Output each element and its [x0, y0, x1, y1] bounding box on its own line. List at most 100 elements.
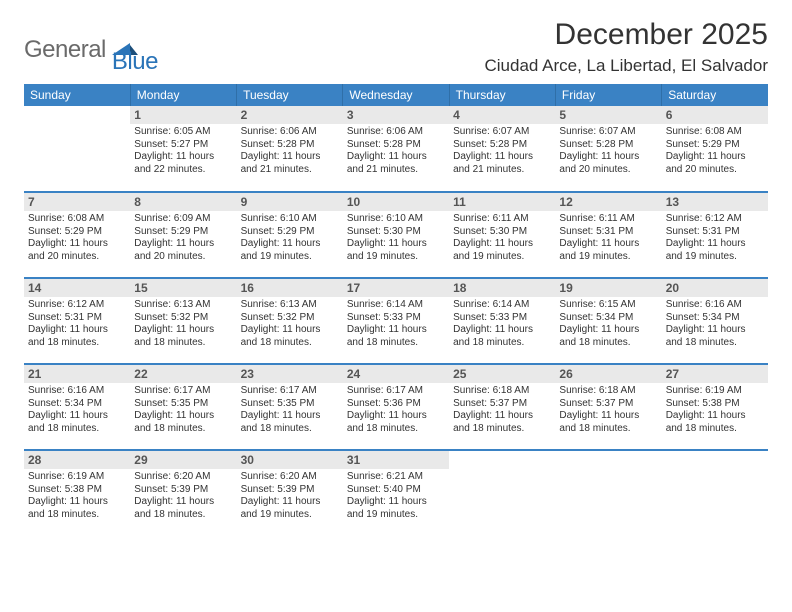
day-info: Sunrise: 6:19 AMSunset: 5:38 PMDaylight:…: [666, 385, 764, 435]
sunrise-line: Sunrise: 6:21 AM: [347, 471, 445, 484]
sunrise-line: Sunrise: 6:20 AM: [134, 471, 232, 484]
calendar-week-row: 7Sunrise: 6:08 AMSunset: 5:29 PMDaylight…: [24, 192, 768, 278]
day-info: Sunrise: 6:16 AMSunset: 5:34 PMDaylight:…: [666, 299, 764, 349]
day-number: 17: [343, 279, 449, 297]
sunset-line: Sunset: 5:31 PM: [559, 226, 657, 239]
day-number: 8: [130, 193, 236, 211]
daylight-line: Daylight: 11 hours and 22 minutes.: [134, 151, 232, 176]
sunrise-line: Sunrise: 6:18 AM: [453, 385, 551, 398]
calendar-day-cell: 7Sunrise: 6:08 AMSunset: 5:29 PMDaylight…: [24, 192, 130, 278]
day-number: 18: [449, 279, 555, 297]
calendar-week-row: 14Sunrise: 6:12 AMSunset: 5:31 PMDayligh…: [24, 278, 768, 364]
daylight-line: Daylight: 11 hours and 18 minutes.: [241, 324, 339, 349]
sunset-line: Sunset: 5:28 PM: [559, 139, 657, 152]
sunrise-line: Sunrise: 6:19 AM: [666, 385, 764, 398]
daylight-line: Daylight: 11 hours and 18 minutes.: [347, 324, 445, 349]
calendar-day-cell: 20 Sunrise: 6:16 AMSunset: 5:34 PMDayligh…: [662, 278, 768, 364]
sunset-line: Sunset: 5:28 PM: [241, 139, 339, 152]
daylight-line: Daylight: 11 hours and 18 minutes.: [559, 410, 657, 435]
sunrise-line: Sunrise: 6:08 AM: [666, 126, 764, 139]
day-number: 28: [24, 451, 130, 469]
sunrise-line: Sunrise: 6:17 AM: [241, 385, 339, 398]
sunset-line: Sunset: 5:33 PM: [347, 312, 445, 325]
sunrise-line: Sunrise: 6:11 AM: [453, 213, 551, 226]
day-number: 19: [555, 279, 661, 297]
sunrise-line: Sunrise: 6:05 AM: [134, 126, 232, 139]
weekday-tuesday: Tuesday: [237, 84, 343, 106]
calendar-day-cell: 26Sunrise: 6:18 AMSunset: 5:37 PMDayligh…: [555, 364, 661, 450]
brand-part1: General: [24, 36, 106, 64]
sunset-line: Sunset: 5:37 PM: [453, 398, 551, 411]
day-info: Sunrise: 6:06 AMSunset: 5:28 PMDaylight:…: [347, 126, 445, 176]
day-number: 6: [662, 106, 768, 124]
day-number: 29: [130, 451, 236, 469]
day-number: 9: [237, 193, 343, 211]
sunset-line: Sunset: 5:36 PM: [347, 398, 445, 411]
sunrise-line: Sunrise: 6:13 AM: [134, 299, 232, 312]
day-info: Sunrise: 6:09 AMSunset: 5:29 PMDaylight:…: [134, 213, 232, 263]
weekday-monday: Monday: [130, 84, 236, 106]
day-info: Sunrise: 6:20 AMSunset: 5:39 PMDaylight:…: [134, 471, 232, 521]
sunrise-line: Sunrise: 6:08 AM: [28, 213, 126, 226]
calendar-day-cell: 28Sunrise: 6:19 AMSunset: 5:38 PMDayligh…: [24, 450, 130, 536]
weekday-saturday: Saturday: [662, 84, 768, 106]
location-subtitle: Ciudad Arce, La Libertad, El Salvador: [484, 56, 768, 76]
month-title: December 2025: [484, 18, 768, 52]
calendar-day-cell: 10Sunrise: 6:10 AMSunset: 5:30 PMDayligh…: [343, 192, 449, 278]
daylight-line: Daylight: 11 hours and 19 minutes.: [241, 496, 339, 521]
day-number: 22: [130, 365, 236, 383]
weekday-friday: Friday: [555, 84, 661, 106]
weekday-thursday: Thursday: [449, 84, 555, 106]
calendar-day-cell: 17 Sunrise: 6:14 AMSunset: 5:33 PMDayligh…: [343, 278, 449, 364]
day-info: Sunrise: 6:14 AMSunset: 5:33 PMDaylight:…: [453, 299, 551, 349]
calendar-day-cell: 12Sunrise: 6:11 AMSunset: 5:31 PMDayligh…: [555, 192, 661, 278]
day-info: Sunrise: 6:16 AMSunset: 5:34 PMDaylight:…: [28, 385, 126, 435]
calendar-day-cell: 11Sunrise: 6:11 AMSunset: 5:30 PMDayligh…: [449, 192, 555, 278]
sunset-line: Sunset: 5:30 PM: [347, 226, 445, 239]
sunset-line: Sunset: 5:31 PM: [666, 226, 764, 239]
daylight-line: Daylight: 11 hours and 20 minutes.: [28, 238, 126, 263]
day-number: 24: [343, 365, 449, 383]
calendar-week-row: 21Sunrise: 6:16 AMSunset: 5:34 PMDayligh…: [24, 364, 768, 450]
sunrise-line: Sunrise: 6:14 AM: [347, 299, 445, 312]
sunrise-line: Sunrise: 6:16 AM: [28, 385, 126, 398]
day-number: 1: [130, 106, 236, 124]
day-number: 20: [662, 279, 768, 297]
sunset-line: Sunset: 5:35 PM: [241, 398, 339, 411]
brand-part2: Blue: [112, 48, 158, 76]
sunrise-line: Sunrise: 6:07 AM: [559, 126, 657, 139]
daylight-line: Daylight: 11 hours and 18 minutes.: [28, 496, 126, 521]
calendar-day-cell: [555, 450, 661, 536]
day-info: Sunrise: 6:21 AMSunset: 5:40 PMDaylight:…: [347, 471, 445, 521]
day-number: 27: [662, 365, 768, 383]
sunrise-line: Sunrise: 6:17 AM: [134, 385, 232, 398]
calendar-page: General Blue December 2025 Ciudad Arce, …: [0, 0, 792, 612]
day-info: Sunrise: 6:13 AMSunset: 5:32 PMDaylight:…: [134, 299, 232, 349]
sunset-line: Sunset: 5:34 PM: [666, 312, 764, 325]
calendar-day-cell: 16Sunrise: 6:13 AMSunset: 5:32 PMDayligh…: [237, 278, 343, 364]
daylight-line: Daylight: 11 hours and 20 minutes.: [134, 238, 232, 263]
calendar-day-cell: 31Sunrise: 6:21 AMSunset: 5:40 PMDayligh…: [343, 450, 449, 536]
sunrise-line: Sunrise: 6:09 AM: [134, 213, 232, 226]
sunset-line: Sunset: 5:40 PM: [347, 484, 445, 497]
calendar-week-row: 1Sunrise: 6:05 AMSunset: 5:27 PMDaylight…: [24, 106, 768, 192]
daylight-line: Daylight: 11 hours and 21 minutes.: [453, 151, 551, 176]
sunset-line: Sunset: 5:28 PM: [453, 139, 551, 152]
day-info: Sunrise: 6:12 AMSunset: 5:31 PMDaylight:…: [666, 213, 764, 263]
sunrise-line: Sunrise: 6:10 AM: [241, 213, 339, 226]
sunrise-line: Sunrise: 6:18 AM: [559, 385, 657, 398]
daylight-line: Daylight: 11 hours and 18 minutes.: [453, 410, 551, 435]
sunset-line: Sunset: 5:38 PM: [28, 484, 126, 497]
day-info: Sunrise: 6:07 AMSunset: 5:28 PMDaylight:…: [559, 126, 657, 176]
header: General Blue December 2025 Ciudad Arce, …: [24, 18, 768, 76]
calendar-day-cell: 14Sunrise: 6:12 AMSunset: 5:31 PMDayligh…: [24, 278, 130, 364]
day-number: 11: [449, 193, 555, 211]
daylight-line: Daylight: 11 hours and 18 minutes.: [134, 410, 232, 435]
day-number: 15: [130, 279, 236, 297]
sunrise-line: Sunrise: 6:06 AM: [347, 126, 445, 139]
sunrise-line: Sunrise: 6:12 AM: [666, 213, 764, 226]
sunset-line: Sunset: 5:35 PM: [134, 398, 232, 411]
daylight-line: Daylight: 11 hours and 19 minutes.: [347, 238, 445, 263]
day-number: 13: [662, 193, 768, 211]
weekday-wednesday: Wednesday: [343, 84, 449, 106]
